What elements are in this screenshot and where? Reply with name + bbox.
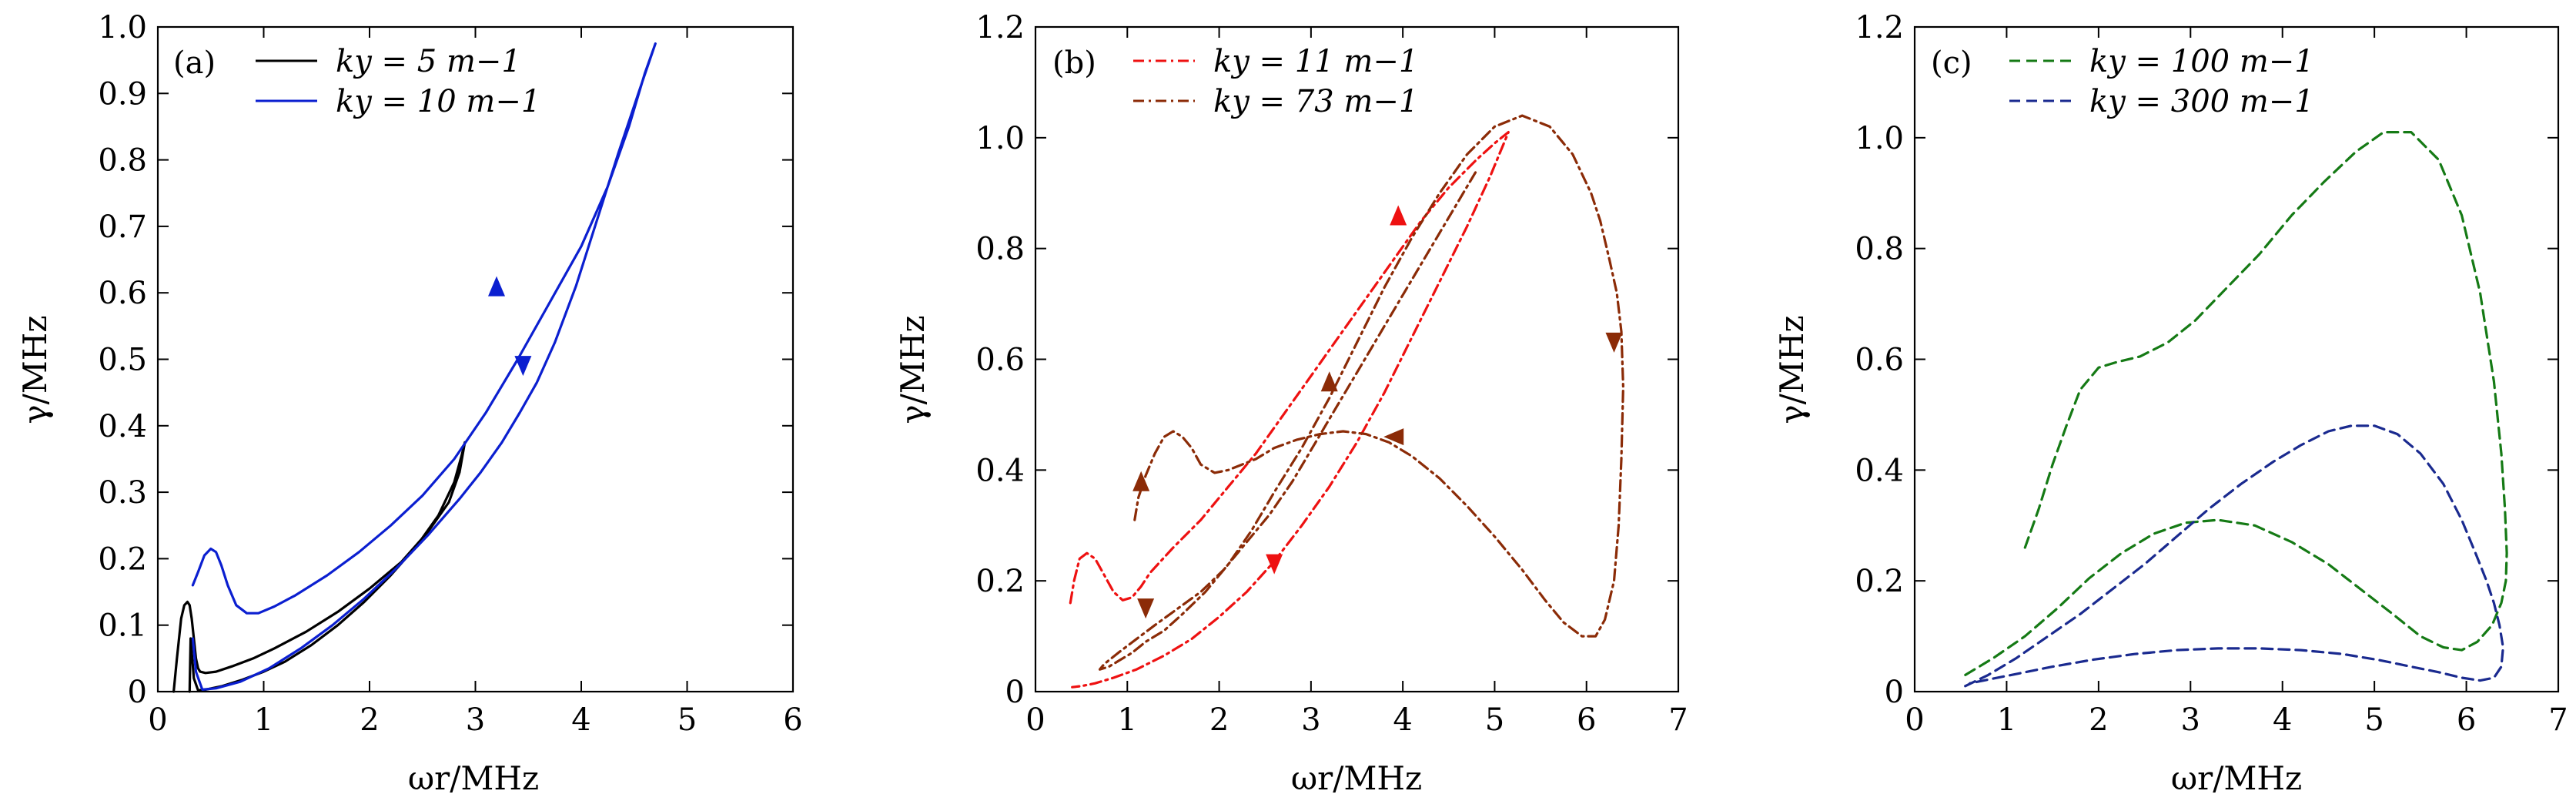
panel-a-xtick-label: 4 [571,702,590,738]
panel-a-xlabel: ωr/MHz [408,759,539,797]
panel-b-ytick-label: 0.4 [975,453,1025,488]
panel-b-xtick-label: 0 [1025,702,1045,738]
panel-b-legend-label-1: ky = 73 m−1 [1213,84,1418,119]
panel-a-tag: (a) [173,45,216,81]
panel-a-ytick-label: 0.6 [98,276,147,311]
panel-b-series-1-arrow [1383,428,1404,446]
panel-a-series-1-arrow [514,356,532,377]
panel-b-series-0-arrow [1266,554,1283,575]
panel-b-ytick-label: 0 [1005,675,1025,710]
panel-a: 0 1 2 3 4 5 6 0 0.1 0.2 0.3 0.4 0.5 0.6 0.7 0.8 0.9 1.0 (… [16,10,803,797]
panel-b-ytick-label: 0.6 [975,343,1025,378]
panel-c-xtick-label: 3 [2181,702,2200,738]
panel-a-ylabel: γ/MHz [16,315,54,424]
panel-b-xtick-label: 6 [1577,702,1596,738]
panel-a-ytick-label: 0 [128,675,147,710]
panel-c-xtick-label: 7 [2548,702,2568,738]
panel-b-ytick-label: 0.2 [975,564,1025,599]
panel-b-series-0-line [1069,131,1510,689]
panel-c-series-0-line [1964,131,2508,677]
panel-c-xtick-label: 0 [1905,702,1924,738]
panel-c: 0 1 2 3 4 5 6 7 0 0.2 0.4 0.6 0.8 1.0 1.2 (c) ky = 100… [1773,10,2568,797]
panel-a-legend: ky = 5 m−1 ky = 10 m−1 [256,44,540,119]
panel-c-plot-area: 0 1 2 3 4 5 6 7 0 0.2 0.4 0.6 0.8 1.0 1.2 [1855,10,2568,738]
panel-c-ytick-label: 1.2 [1855,10,1904,45]
panel-c-legend: ky = 100 m−1 ky = 300 m−1 [2009,44,2314,119]
panel-a-xtick-label: 2 [360,702,379,738]
panel-a-ytick-label: 1.0 [98,10,147,45]
panel-a-legend-label-1: ky = 10 m−1 [336,84,540,119]
panel-b-ytick-label: 1.2 [975,10,1025,45]
panel-a-legend-label-0: ky = 5 m−1 [336,44,521,79]
panel-b-xtick-label: 7 [1668,702,1688,738]
panel-b-xtick-label: 3 [1301,702,1320,738]
panel-b-legend-label-0: ky = 11 m−1 [1213,44,1418,79]
panel-b-frame [1034,25,1680,693]
panel-a-ytick-label: 0.3 [98,475,147,511]
panel-a-ytick-label: 0.7 [98,209,147,245]
panel-a-ytick-label: 0.8 [98,143,147,179]
panel-b-series-1-arrow [1320,371,1338,392]
panel-a-xtick-label: 6 [783,702,802,738]
panel-b-ytick-label: 1.0 [975,121,1025,156]
panel-a-xtick-label: 3 [466,702,485,738]
panel-a-ytick-label: 0.4 [98,409,147,444]
panel-a-ytick-label: 0.2 [98,541,147,577]
panel-b-series-1-arrow [1137,598,1155,619]
panel-c-ytick-label: 0.4 [1855,453,1904,488]
panel-a-frame [156,25,795,693]
panel-b-series-1-arrow [1605,332,1623,353]
panel-b-xtick-label: 2 [1209,702,1229,738]
panel-a-series-1-line [191,42,657,692]
panel-c-xtick-label: 4 [2273,702,2292,738]
panel-a-ytick-label: 0.5 [98,343,147,378]
panel-c-series-1-line [1964,424,2504,688]
panel-c-xtick-label: 2 [2089,702,2108,738]
panel-c-tag: (c) [1931,45,1972,81]
panel-b-xtick-label: 1 [1118,702,1137,738]
panel-a-ytick-label: 0.9 [98,76,147,112]
panel-c-ytick-label: 0.2 [1855,564,1904,599]
panel-c-xlabel: ωr/MHz [2171,759,2302,797]
panel-b-legend: ky = 11 m−1 ky = 73 m−1 [1133,44,1418,119]
panel-b-series-1-arrow [1132,471,1150,491]
panel-c-xtick-label: 5 [2364,702,2384,738]
panel-b-xtick-label: 5 [1485,702,1504,738]
panel-c-ytick-label: 0.6 [1855,343,1904,378]
panel-c-xtick-label: 6 [2457,702,2476,738]
panel-c-legend-label-1: ky = 300 m−1 [2089,84,2314,119]
panel-b-ytick-label: 0.8 [975,232,1025,267]
panel-c-ylabel: γ/MHz [1773,315,1811,424]
panel-b-xtick-label: 4 [1393,702,1412,738]
panel-a-ytick-label: 0.1 [98,608,147,644]
panel-a-xtick-label: 5 [677,702,697,738]
panel-c-xtick-label: 1 [1997,702,2016,738]
panel-b-series-1-line [1098,114,1624,671]
panel-c-ytick-label: 1.0 [1855,121,1904,156]
panel-b: 0 1 2 3 4 5 6 7 0 0.2 0.4 0.6 0.8 1.0 1.2 (b) ky = 11 … [894,10,1688,797]
panel-c-ytick-label: 0 [1885,675,1904,710]
panel-c-ytick-label: 0.8 [1855,232,1904,267]
panel-b-ylabel: γ/MHz [894,315,932,424]
panel-a-series-0-line [172,441,467,693]
panel-b-xlabel: ωr/MHz [1291,759,1422,797]
panel-a-plot-area: 0 1 2 3 4 5 6 0 0.1 0.2 0.3 0.4 0.5 0.6 0.7 0.8 0.9 1.0 [98,10,802,738]
panel-b-series-0-arrow [1390,205,1407,226]
panel-a-xtick-label: 0 [148,702,167,738]
panel-c-frame [1913,25,2560,693]
panel-b-tag: (b) [1052,45,1096,81]
panel-a-series-1-arrow [488,276,505,297]
panel-c-legend-label-0: ky = 100 m−1 [2089,44,2314,79]
panel-a-xtick-label: 1 [254,702,273,738]
panel-b-plot-area: 0 1 2 3 4 5 6 7 0 0.2 0.4 0.6 0.8 1.0 1.2 [975,10,1688,738]
